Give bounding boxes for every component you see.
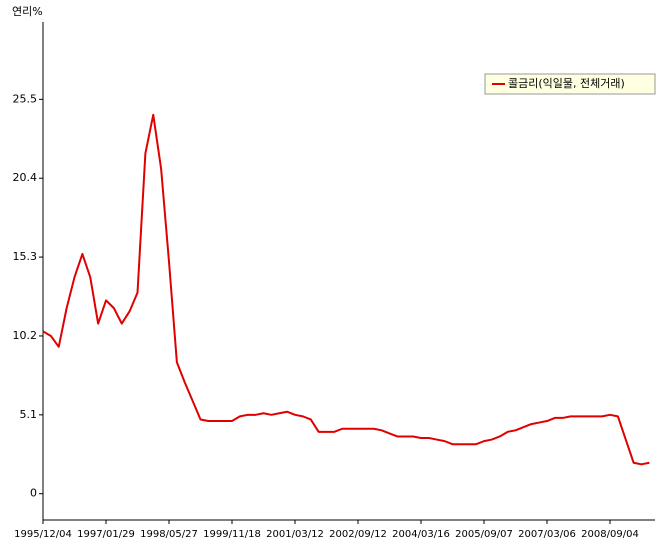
x-tick-label: 2004/03/16 (392, 529, 450, 540)
x-tick-label: 1998/05/27 (140, 529, 198, 540)
x-tick-label: 1995/12/04 (14, 529, 72, 540)
y-tick-label: 10.2 (13, 329, 38, 342)
x-tick-label: 2002/09/12 (329, 529, 387, 540)
x-tick-label: 2005/09/07 (455, 529, 513, 540)
y-tick-label: 20.4 (13, 171, 38, 184)
legend-box (484, 73, 656, 95)
x-tick-label: 1999/11/18 (203, 529, 261, 540)
x-tick-label: 1997/01/29 (77, 529, 135, 540)
x-tick-label: 2001/03/12 (266, 529, 324, 540)
line-series (42, 113, 650, 466)
x-tick-label: 2008/09/04 (581, 529, 639, 540)
y-tick-label: 25.5 (13, 92, 38, 105)
y-tick-label: 0 (30, 487, 37, 500)
y-axis-label: 연리% (12, 5, 43, 18)
y-tick-label: 5.1 (20, 408, 38, 421)
x-tick-label: 2007/03/06 (518, 529, 576, 540)
legend: 콜금리(익일물, 전체거래) (484, 73, 656, 95)
legend-label: 콜금리(익일물, 전체거래) (508, 76, 625, 90)
y-tick-label: 15.3 (13, 250, 38, 263)
